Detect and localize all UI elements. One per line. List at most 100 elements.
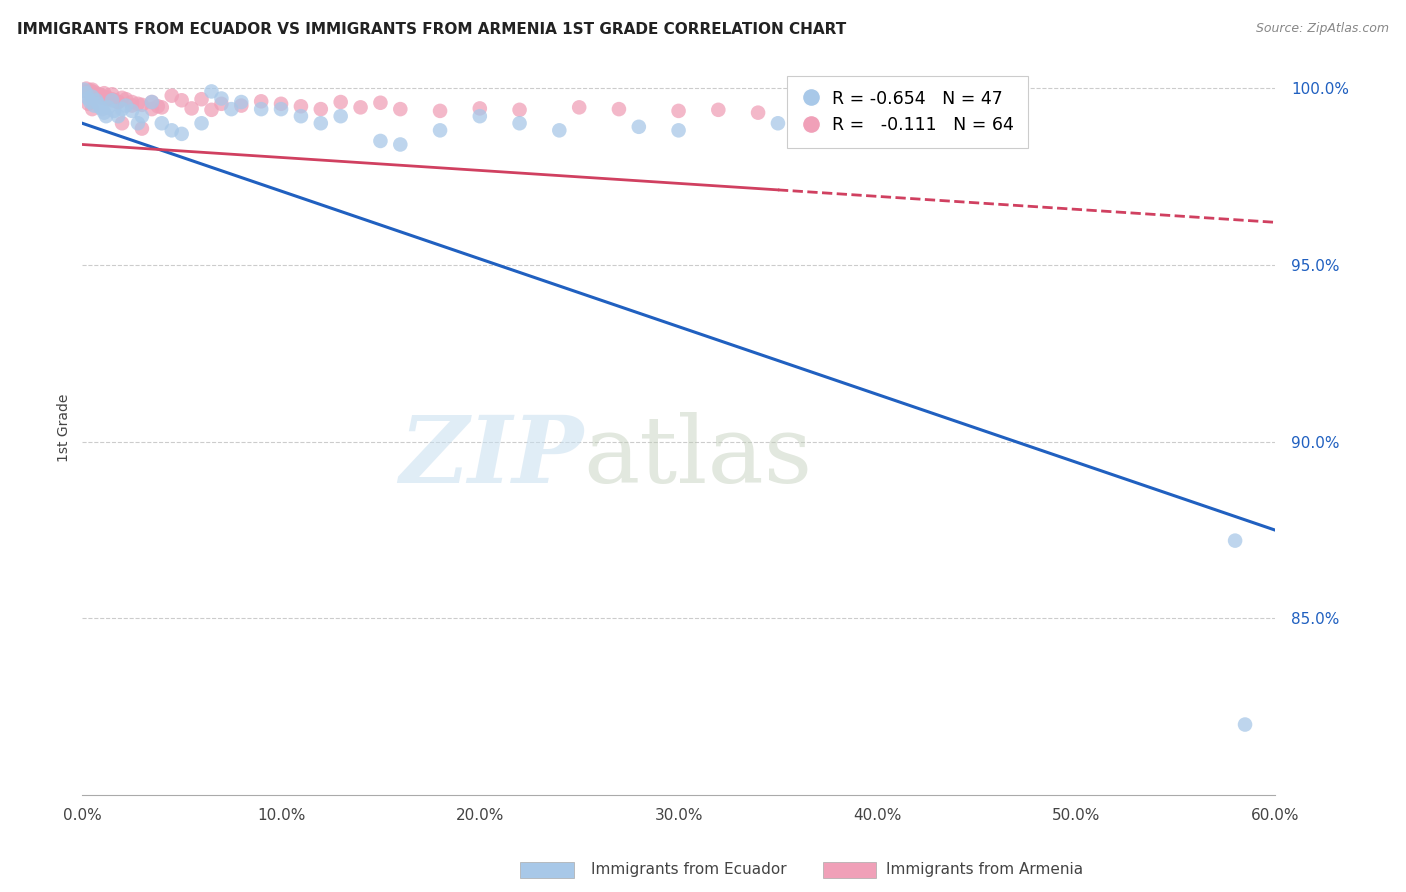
Point bbox=[97, 100, 120, 114]
Point bbox=[146, 99, 169, 113]
Point bbox=[75, 81, 97, 95]
Point bbox=[131, 109, 153, 123]
Point bbox=[389, 102, 412, 116]
Point bbox=[309, 102, 332, 116]
Point bbox=[83, 85, 105, 99]
Point bbox=[93, 105, 115, 120]
Point bbox=[1223, 533, 1246, 548]
Point bbox=[607, 102, 630, 116]
Point bbox=[84, 93, 107, 107]
Point bbox=[389, 137, 412, 152]
Point bbox=[170, 93, 193, 107]
Point bbox=[290, 109, 312, 123]
Point bbox=[429, 123, 451, 137]
Point bbox=[87, 96, 110, 111]
Point bbox=[87, 87, 110, 101]
Point bbox=[101, 92, 124, 106]
Point bbox=[231, 98, 253, 112]
Point bbox=[180, 102, 202, 116]
Point bbox=[250, 95, 273, 109]
Point bbox=[141, 95, 163, 109]
Point bbox=[786, 102, 808, 116]
Point bbox=[309, 116, 332, 130]
Point bbox=[1234, 717, 1257, 731]
Point bbox=[170, 127, 193, 141]
Point bbox=[866, 103, 889, 118]
Point bbox=[101, 93, 124, 107]
Point bbox=[141, 95, 163, 109]
Point bbox=[107, 95, 129, 109]
Point bbox=[77, 96, 100, 111]
Point bbox=[131, 121, 153, 136]
Point bbox=[101, 87, 124, 102]
Point bbox=[107, 109, 129, 123]
Point bbox=[200, 103, 222, 117]
Point bbox=[231, 95, 253, 109]
Point bbox=[93, 86, 115, 100]
Legend: R = -0.654   N = 47, R =   -0.111   N = 64: R = -0.654 N = 47, R = -0.111 N = 64 bbox=[787, 76, 1028, 148]
Text: IMMIGRANTS FROM ECUADOR VS IMMIGRANTS FROM ARMENIA 1ST GRADE CORRELATION CHART: IMMIGRANTS FROM ECUADOR VS IMMIGRANTS FR… bbox=[17, 22, 846, 37]
Point bbox=[91, 102, 114, 116]
Point bbox=[82, 102, 104, 116]
Point bbox=[468, 109, 491, 123]
Point bbox=[150, 116, 173, 130]
Point bbox=[668, 123, 690, 137]
Point bbox=[250, 102, 273, 116]
Point bbox=[548, 123, 571, 137]
Point bbox=[568, 100, 591, 114]
Point bbox=[115, 92, 138, 106]
Point bbox=[190, 116, 212, 130]
Point bbox=[131, 98, 153, 112]
Text: Source: ZipAtlas.com: Source: ZipAtlas.com bbox=[1256, 22, 1389, 36]
Text: Immigrants from Ecuador: Immigrants from Ecuador bbox=[591, 863, 786, 877]
Point bbox=[627, 120, 650, 134]
Point bbox=[73, 83, 96, 97]
Point bbox=[370, 95, 392, 110]
Point bbox=[82, 83, 104, 97]
Point bbox=[429, 103, 451, 118]
Point bbox=[127, 96, 149, 111]
Point bbox=[160, 88, 183, 103]
Point bbox=[89, 100, 111, 114]
Point bbox=[94, 91, 117, 105]
Point bbox=[89, 89, 111, 103]
Point bbox=[329, 95, 352, 109]
Point bbox=[121, 95, 143, 109]
Point bbox=[707, 103, 730, 117]
Point bbox=[468, 102, 491, 116]
Point bbox=[150, 100, 173, 114]
Point bbox=[200, 85, 222, 99]
Point bbox=[103, 93, 125, 107]
Point bbox=[270, 96, 292, 111]
Point bbox=[91, 88, 114, 103]
Point bbox=[83, 98, 105, 112]
Point bbox=[290, 99, 312, 113]
Point bbox=[747, 105, 769, 120]
Point bbox=[121, 98, 143, 112]
Point bbox=[82, 89, 104, 103]
Point bbox=[509, 103, 531, 117]
Point bbox=[209, 96, 232, 111]
Point bbox=[221, 102, 243, 116]
Point bbox=[75, 85, 97, 99]
Point bbox=[160, 123, 183, 137]
Point bbox=[79, 86, 101, 100]
Point bbox=[111, 116, 134, 130]
Point bbox=[91, 91, 114, 105]
Point bbox=[111, 91, 134, 105]
Point bbox=[79, 95, 101, 109]
Point bbox=[509, 116, 531, 130]
Point bbox=[77, 91, 100, 105]
Point bbox=[75, 86, 97, 100]
Point bbox=[827, 99, 849, 113]
Point bbox=[79, 83, 101, 97]
Point bbox=[190, 92, 212, 106]
Text: atlas: atlas bbox=[583, 412, 813, 502]
Point bbox=[349, 100, 371, 114]
Point bbox=[87, 88, 110, 103]
Point bbox=[84, 87, 107, 102]
Point bbox=[209, 91, 232, 105]
Point bbox=[94, 109, 117, 123]
Point bbox=[83, 87, 105, 102]
Text: Immigrants from Armenia: Immigrants from Armenia bbox=[886, 863, 1083, 877]
